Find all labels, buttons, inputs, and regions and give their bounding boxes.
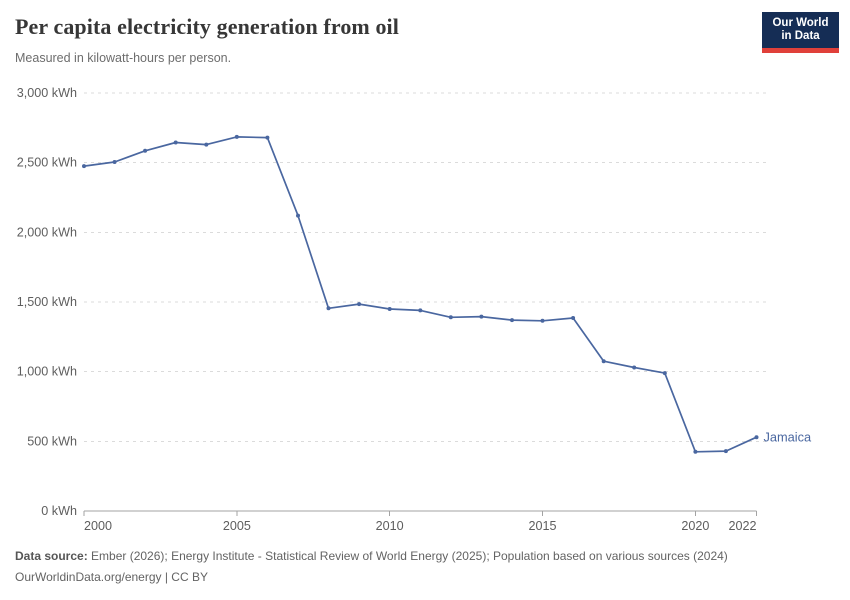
series-label-jamaica[interactable]: Jamaica	[764, 430, 813, 445]
data-point[interactable]	[357, 302, 362, 307]
data-point[interactable]	[662, 371, 667, 376]
y-tick-label: 3,000 kWh	[17, 86, 77, 100]
data-source-label: Data source:	[15, 549, 88, 563]
data-point[interactable]	[173, 140, 178, 145]
data-point[interactable]	[204, 142, 209, 147]
data-point[interactable]	[265, 135, 270, 140]
data-point[interactable]	[418, 308, 423, 313]
data-point[interactable]	[723, 449, 728, 454]
data-point[interactable]	[571, 316, 576, 320]
owid-logo[interactable]: Our World in Data	[762, 12, 839, 53]
x-tick-label: 2015	[529, 519, 557, 533]
x-tick-label: 2020	[681, 519, 709, 533]
y-tick-label: 1,500 kWh	[17, 295, 77, 309]
data-point[interactable]	[234, 134, 239, 139]
data-point[interactable]	[448, 315, 453, 320]
x-tick-label: 2005	[223, 519, 251, 533]
y-tick-label: 2,500 kWh	[17, 156, 77, 170]
page-title: Per capita electricity generation from o…	[15, 14, 399, 39]
data-point[interactable]	[296, 213, 300, 218]
y-tick-label: 500 kWh	[27, 434, 77, 448]
data-point[interactable]	[632, 365, 637, 370]
data-point[interactable]	[540, 318, 545, 323]
y-tick-label: 1,000 kWh	[17, 365, 77, 379]
x-tick-label: 2010	[376, 519, 404, 533]
data-point[interactable]	[479, 314, 484, 319]
owid-logo-line2: in Data	[781, 30, 820, 42]
y-tick-label: 0 kWh	[41, 504, 77, 518]
data-source-text: Ember (2026); Energy Institute - Statist…	[87, 549, 728, 563]
data-point[interactable]	[387, 307, 392, 311]
data-point[interactable]	[112, 160, 117, 164]
data-point[interactable]	[510, 318, 514, 323]
data-point[interactable]	[143, 148, 148, 153]
chart-subtitle: Measured in kilowatt-hours per person.	[15, 51, 232, 65]
owid-logo-line1: Our World	[772, 17, 829, 29]
data-point[interactable]	[601, 359, 606, 364]
data-point[interactable]	[82, 164, 86, 169]
x-tick-label: 2022	[728, 519, 756, 533]
license-line: OurWorldinData.org/energy | CC BY	[15, 570, 208, 584]
data-source-line: Data source: Ember (2026); Energy Instit…	[15, 546, 815, 567]
data-point[interactable]	[326, 306, 331, 311]
chart-footer: Data source: Ember (2026); Energy Instit…	[15, 546, 815, 588]
series-line-jamaica[interactable]	[83, 136, 758, 453]
y-tick-label: 2,000 kWh	[17, 225, 77, 239]
data-point[interactable]	[754, 435, 759, 440]
x-tick-label: 2000	[84, 519, 112, 533]
data-point[interactable]	[693, 449, 698, 454]
